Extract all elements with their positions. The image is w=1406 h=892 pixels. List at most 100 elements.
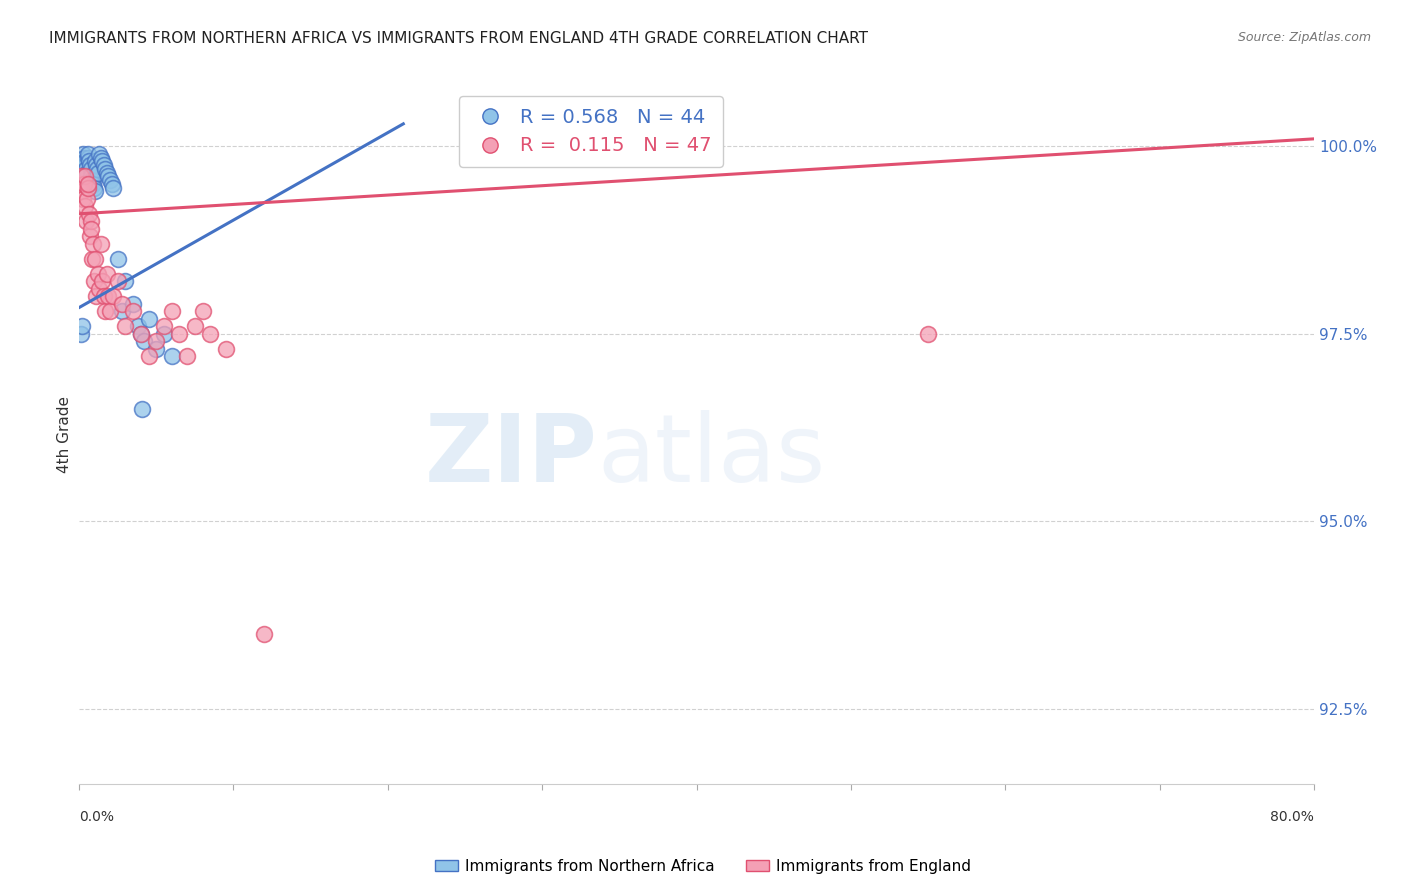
Point — [160, 304, 183, 318]
Point — [86, 165, 108, 179]
Point — [138, 349, 160, 363]
Point — [76, 192, 98, 206]
Y-axis label: 4th Grade: 4th Grade — [58, 397, 72, 474]
Point — [72, 146, 94, 161]
Point — [75, 199, 97, 213]
Point — [73, 151, 96, 165]
Point — [83, 274, 105, 288]
Point — [122, 304, 145, 318]
Point — [69, 177, 91, 191]
Point — [153, 319, 176, 334]
Point — [76, 151, 98, 165]
Point — [184, 319, 207, 334]
Point — [107, 274, 129, 288]
Text: ZIP: ZIP — [425, 410, 598, 502]
Point — [91, 154, 114, 169]
Point — [75, 214, 97, 228]
Point — [80, 222, 103, 236]
Legend: Immigrants from Northern Africa, Immigrants from England: Immigrants from Northern Africa, Immigra… — [429, 853, 977, 880]
Point — [101, 180, 124, 194]
Point — [90, 236, 112, 251]
Point — [70, 326, 93, 341]
Point — [107, 252, 129, 266]
Point — [145, 342, 167, 356]
Point — [73, 169, 96, 184]
Point — [127, 319, 149, 334]
Point — [84, 154, 107, 169]
Point — [80, 161, 103, 176]
Point — [160, 349, 183, 363]
Point — [96, 267, 118, 281]
Point — [253, 626, 276, 640]
Point — [101, 289, 124, 303]
Text: IMMIGRANTS FROM NORTHERN AFRICA VS IMMIGRANTS FROM ENGLAND 4TH GRADE CORRELATION: IMMIGRANTS FROM NORTHERN AFRICA VS IMMIG… — [49, 31, 869, 46]
Point — [82, 173, 104, 187]
Point — [82, 236, 104, 251]
Point — [200, 326, 222, 341]
Point — [80, 169, 103, 184]
Point — [89, 146, 111, 161]
Point — [131, 401, 153, 416]
Point — [73, 177, 96, 191]
Point — [76, 180, 98, 194]
Point — [91, 274, 114, 288]
Point — [75, 154, 97, 169]
Point — [90, 151, 112, 165]
Text: Source: ZipAtlas.com: Source: ZipAtlas.com — [1237, 31, 1371, 45]
Point — [86, 161, 108, 176]
Point — [94, 161, 117, 176]
Point — [77, 207, 100, 221]
Point — [111, 304, 134, 318]
Point — [93, 158, 115, 172]
Point — [80, 214, 103, 228]
Point — [73, 158, 96, 172]
Point — [191, 304, 214, 318]
Text: atlas: atlas — [598, 410, 827, 502]
Legend: R = 0.568   N = 44, R =  0.115   N = 47: R = 0.568 N = 44, R = 0.115 N = 47 — [460, 96, 723, 167]
Point — [114, 319, 136, 334]
Point — [114, 274, 136, 288]
Point — [917, 326, 939, 341]
Point — [98, 304, 121, 318]
Point — [97, 169, 120, 184]
Point — [98, 173, 121, 187]
Point — [76, 165, 98, 179]
Point — [97, 289, 120, 303]
Point — [79, 158, 101, 172]
Point — [138, 311, 160, 326]
Point — [129, 326, 152, 341]
Point — [100, 177, 122, 191]
Point — [70, 169, 93, 184]
Point — [94, 304, 117, 318]
Text: 0.0%: 0.0% — [79, 810, 114, 824]
Point — [169, 326, 191, 341]
Point — [129, 326, 152, 341]
Point — [153, 326, 176, 341]
Point — [83, 184, 105, 198]
Point — [70, 184, 93, 198]
Point — [93, 289, 115, 303]
Point — [215, 342, 238, 356]
Point — [70, 319, 93, 334]
Point — [82, 177, 104, 191]
Point — [132, 334, 155, 349]
Text: 80.0%: 80.0% — [1270, 810, 1315, 824]
Point — [77, 146, 100, 161]
Point — [83, 180, 105, 194]
Point — [82, 252, 104, 266]
Point — [122, 297, 145, 311]
Point — [84, 289, 107, 303]
Point — [84, 158, 107, 172]
Point — [83, 252, 105, 266]
Point — [176, 349, 198, 363]
Point — [72, 192, 94, 206]
Point — [145, 334, 167, 349]
Point — [96, 165, 118, 179]
Point — [75, 161, 97, 176]
Point — [86, 267, 108, 281]
Point — [79, 229, 101, 244]
Point — [77, 154, 100, 169]
Point — [77, 177, 100, 191]
Point — [111, 297, 134, 311]
Point — [89, 282, 111, 296]
